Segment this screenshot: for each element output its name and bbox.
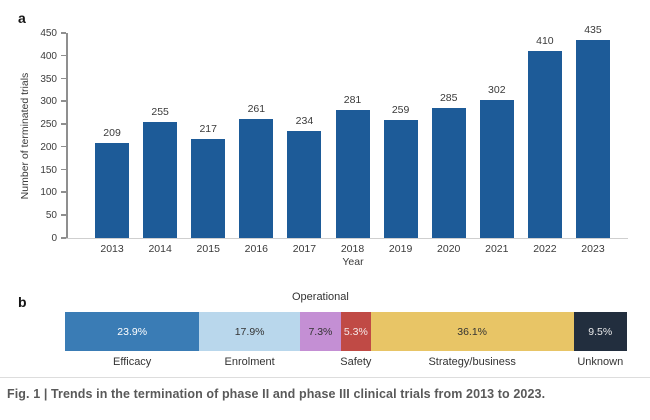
x-axis-line bbox=[66, 237, 628, 239]
y-tick-label: 50 bbox=[45, 210, 57, 222]
y-tick-label: 200 bbox=[40, 141, 57, 153]
bar-2018 bbox=[335, 110, 370, 238]
y-tick-mark bbox=[61, 168, 66, 171]
bars-container: 209 2013 255 2014 217 2015 261 2016 234 2017 281 20… bbox=[88, 24, 617, 255]
x-tick-label-2018: 2018 bbox=[340, 243, 365, 255]
bar-2017 bbox=[287, 131, 322, 238]
bar-value-2022: 410 bbox=[536, 35, 554, 48]
bar-value-2020: 285 bbox=[439, 92, 458, 105]
segment-percentage: 7.3% bbox=[308, 325, 333, 338]
segment-percentage: 5.3% bbox=[343, 325, 368, 338]
segment-operational: 7.3% bbox=[299, 312, 341, 351]
bar-value-2017: 234 bbox=[295, 115, 314, 128]
bar-2016 bbox=[239, 119, 274, 238]
x-tick-label-2017: 2017 bbox=[292, 243, 317, 255]
y-tick-mark bbox=[61, 100, 66, 102]
y-tick-mark bbox=[61, 237, 66, 239]
segment-percentage: 17.9% bbox=[234, 325, 265, 338]
terminated-trials-bar-chart: 0 50 100 150 200 250 300 350 400 450 209 2013 255 20… bbox=[40, 24, 628, 255]
segment-enrolment: 17.9% bbox=[199, 312, 300, 351]
segment-safety: 5.3% bbox=[340, 312, 371, 351]
y-tick-mark bbox=[61, 123, 66, 125]
segment-label-strategy-business: Strategy/business bbox=[428, 356, 516, 368]
segment-strategy-business: 36.1% bbox=[370, 312, 574, 351]
y-tick-label: 450 bbox=[40, 28, 57, 39]
x-tick-label-2016: 2016 bbox=[244, 243, 269, 255]
segment-percentage: 9.5% bbox=[588, 325, 613, 338]
x-tick-label-2021: 2021 bbox=[485, 243, 509, 255]
panel-a-label: a bbox=[18, 10, 26, 26]
y-tick-label: 300 bbox=[40, 96, 57, 108]
bar-slot-2016: 261 2016 bbox=[232, 33, 280, 255]
bar-value-2015: 217 bbox=[199, 123, 217, 136]
bar-value-2016: 261 bbox=[247, 103, 266, 116]
caption-divider bbox=[0, 377, 650, 378]
x-axis-title: Year bbox=[342, 256, 364, 268]
segment-percentage: 23.9% bbox=[117, 325, 148, 338]
x-tick-label-2020: 2020 bbox=[437, 243, 461, 255]
x-tick-label-2019: 2019 bbox=[388, 243, 413, 255]
segment-percentage: 36.1% bbox=[457, 325, 488, 338]
segment-efficacy: 23.9% bbox=[65, 312, 200, 351]
bar-slot-2019: 259 2019 bbox=[377, 33, 425, 255]
x-tick-label-2014: 2014 bbox=[148, 243, 172, 255]
bar-slot-2021: 302 2021 bbox=[473, 33, 521, 255]
y-tick-mark bbox=[61, 214, 66, 216]
segment-label-enrolment: Enrolment bbox=[224, 356, 275, 368]
bar-2020 bbox=[431, 108, 466, 238]
segment-label-unknown: Unknown bbox=[577, 356, 624, 368]
bar-value-2018: 281 bbox=[343, 94, 362, 106]
bar-2014 bbox=[143, 121, 178, 238]
bar-slot-2018: 281 2018 bbox=[328, 33, 376, 255]
bar-value-2019: 259 bbox=[391, 104, 410, 117]
y-tick-mark bbox=[61, 32, 66, 34]
y-tick-label: 350 bbox=[40, 73, 57, 85]
bar-value-2013: 209 bbox=[103, 126, 121, 139]
y-tick-label: 100 bbox=[40, 187, 57, 199]
bar-value-2021: 302 bbox=[488, 84, 506, 97]
x-tick-label-2015: 2015 bbox=[196, 243, 220, 255]
figure-caption: Fig. 1 | Trends in the termination of ph… bbox=[7, 387, 546, 401]
bar-slot-2020: 285 2020 bbox=[425, 33, 473, 255]
segment-label-efficacy: Efficacy bbox=[113, 356, 152, 368]
segment-label-operational: Operational bbox=[291, 291, 349, 303]
bar-2019 bbox=[383, 120, 418, 238]
termination-reason-stacked-bar: 23.9% 17.9% 7.3% 5.3% 36.1% 9.5% Efficacy Enro… bbox=[0, 285, 650, 377]
y-axis-line bbox=[66, 33, 68, 238]
y-tick-mark bbox=[61, 54, 66, 57]
y-tick-label: 250 bbox=[40, 119, 57, 131]
bar-2015 bbox=[191, 139, 226, 238]
bar-slot-2013: 209 2013 bbox=[88, 33, 136, 255]
bar-slot-2017: 234 2017 bbox=[280, 33, 328, 255]
segment-label-safety: Safety bbox=[340, 356, 372, 368]
stacked-bar: 23.9% 17.9% 7.3% 5.3% 36.1% 9.5% bbox=[65, 312, 627, 351]
bar-2013 bbox=[95, 142, 130, 238]
y-tick-label: 400 bbox=[40, 50, 57, 62]
x-tick-label-2013: 2013 bbox=[100, 243, 124, 255]
y-tick-label: 0 bbox=[51, 233, 57, 244]
panel-b-label: b bbox=[18, 294, 27, 310]
bar-2021 bbox=[479, 100, 514, 238]
bar-slot-2022: 410 2022 bbox=[521, 33, 569, 255]
bar-slot-2023: 435 2023 bbox=[569, 24, 617, 255]
y-tick-mark bbox=[61, 77, 66, 80]
bar-2022 bbox=[527, 51, 562, 238]
bar-value-2014: 255 bbox=[151, 105, 169, 118]
x-tick-label-2023: 2023 bbox=[581, 243, 605, 255]
bar-value-2023: 435 bbox=[584, 23, 602, 36]
y-tick-mark bbox=[61, 191, 66, 193]
bar-2023 bbox=[575, 39, 610, 238]
y-tick-mark bbox=[61, 145, 66, 148]
y-axis-title: Number of terminated trials bbox=[19, 72, 31, 200]
y-tick-label: 150 bbox=[40, 164, 57, 176]
bar-slot-2015: 217 2015 bbox=[184, 33, 232, 255]
segment-unknown: 9.5% bbox=[573, 312, 627, 351]
bar-slot-2014: 255 2014 bbox=[136, 33, 184, 255]
x-tick-label-2022: 2022 bbox=[533, 243, 557, 255]
